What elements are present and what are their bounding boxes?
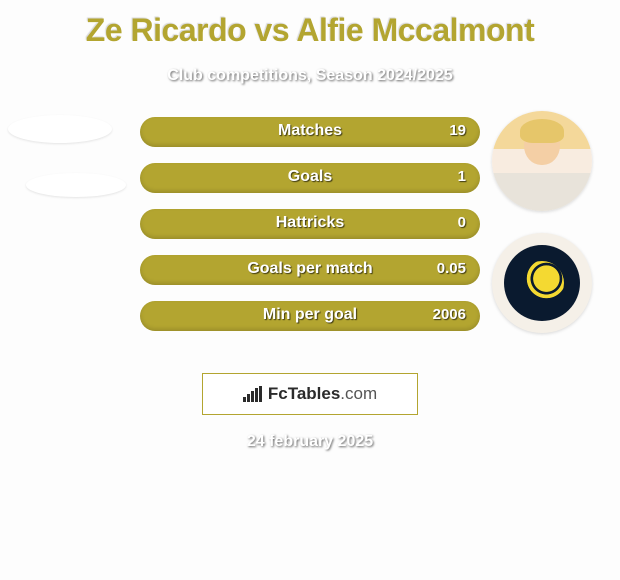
stat-value: 0.05 (437, 260, 466, 277)
right-player-col (492, 111, 602, 333)
date-text: 24 february 2025 (0, 433, 620, 451)
footer-brand-light: .com (340, 384, 377, 403)
footer-brand-bold: FcTables (268, 384, 340, 403)
stat-bar: Matches 19 (140, 117, 480, 147)
bars-icon (243, 386, 262, 402)
footer-brand-box: FcTables.com (202, 373, 418, 415)
stat-label: Hattricks (140, 214, 480, 232)
stat-label: Matches (140, 122, 480, 140)
stat-value: 19 (449, 122, 466, 139)
club-logo-spiral-icon (520, 261, 564, 305)
footer-brand-text: FcTables.com (268, 384, 377, 404)
stat-value: 1 (458, 168, 466, 185)
stat-bar: Goals per match 0.05 (140, 255, 480, 285)
stat-bars: Matches 19 Goals 1 Hattricks 0 Goals per… (140, 117, 480, 347)
stat-bar: Hattricks 0 (140, 209, 480, 239)
comparison-area: Matches 19 Goals 1 Hattricks 0 Goals per… (0, 117, 620, 367)
club-logo-inner (504, 245, 580, 321)
stat-label: Goals per match (140, 260, 480, 278)
stat-label: Goals (140, 168, 480, 186)
left-player-placeholder-2 (26, 173, 126, 197)
left-player-col (8, 111, 128, 197)
player-photo (492, 111, 592, 211)
stat-value: 0 (458, 214, 466, 231)
stat-label: Min per goal (140, 306, 480, 324)
stat-bar: Goals 1 (140, 163, 480, 193)
stat-value: 2006 (433, 306, 466, 323)
club-logo (492, 233, 592, 333)
page-title: Ze Ricardo vs Alfie Mccalmont (0, 0, 620, 49)
left-player-placeholder-1 (8, 115, 112, 143)
page-subtitle: Club competitions, Season 2024/2025 (0, 67, 620, 85)
stat-bar: Min per goal 2006 (140, 301, 480, 331)
